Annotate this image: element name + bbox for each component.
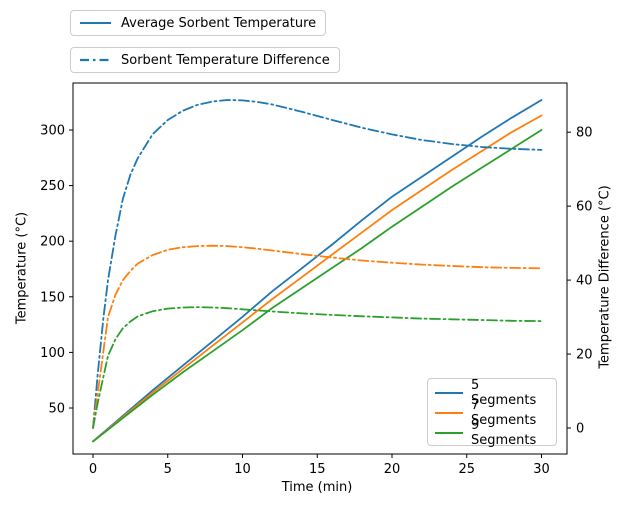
y-left-tick-label: 200: [40, 235, 65, 250]
y-left-tick-label: 50: [48, 402, 65, 417]
dashdot-line-sample-icon: [80, 58, 111, 62]
series-line-7-segments-average-sorbent-temperature: [92, 114, 543, 443]
y-left-tick-label: 100: [40, 346, 65, 361]
y-axis-right-ticks: 0 20 40 60 80: [567, 126, 593, 437]
legend-label-sorbent-temperature-difference: Sorbent Temperature Difference: [121, 52, 330, 68]
x-tick-label: 15: [309, 462, 326, 477]
series-line-9-segments-sorbent-temperature-difference: [92, 306, 543, 429]
blue-line-sample-icon: [435, 392, 463, 394]
y-left-tick-label: 150: [40, 290, 65, 305]
x-tick-label: 10: [234, 462, 251, 477]
y-right-tick-label: 80: [576, 126, 593, 141]
legend-label-7-segments: 7 Segments: [471, 398, 537, 428]
x-tick-label: 25: [458, 462, 475, 477]
y-left-tick-label: 250: [40, 179, 65, 194]
legend-item-5-segments: 5 Segments: [435, 378, 548, 408]
x-tick-label: 30: [533, 462, 550, 477]
legend-label-9-segments: 9 Segments: [471, 418, 537, 448]
y-left-tick-label: 300: [40, 124, 65, 139]
y-right-tick-label: 60: [576, 200, 593, 215]
x-tick-label: 20: [384, 462, 401, 477]
x-tick-label: 5: [164, 462, 172, 477]
legend-item-7-segments: 7 Segments: [435, 398, 548, 428]
orange-line-sample-icon: [435, 412, 463, 414]
y-axis-label-right: Temperature Difference (°C): [597, 185, 613, 369]
green-line-sample-icon: [435, 432, 463, 434]
y-axis-left-ticks: 50 100 150 200 250 300: [40, 124, 73, 417]
x-axis-label: Time (min): [281, 480, 353, 495]
y-right-tick-label: 0: [576, 422, 584, 437]
legend-line-styles-item-average: Average Sorbent Temperature: [70, 10, 327, 36]
series-line-5-segments-sorbent-temperature-difference: [92, 99, 543, 429]
x-axis-ticks: 0 5 10 15 20 25 30: [89, 454, 550, 477]
legend-item-9-segments: 9 Segments: [435, 418, 548, 448]
legend-label-average-sorbent-temperature: Average Sorbent Temperature: [121, 15, 317, 31]
series-line-9-segments-average-sorbent-temperature: [92, 129, 543, 443]
y-axis-label-left: Temperature (°C): [14, 211, 30, 325]
axes-spines: [72, 82, 568, 455]
x-tick-label: 0: [89, 462, 97, 477]
legend-label-5-segments: 5 Segments: [471, 378, 537, 408]
legend-segments: 5 Segments 7 Segments 9 Segments: [427, 378, 557, 448]
solid-line-sample-icon: [80, 22, 111, 24]
y-right-tick-label: 40: [576, 274, 593, 289]
legend-line-styles-item-difference: Sorbent Temperature Difference: [70, 47, 340, 73]
series-line-7-segments-sorbent-temperature-difference: [92, 244, 543, 429]
y-right-tick-label: 20: [576, 348, 593, 363]
